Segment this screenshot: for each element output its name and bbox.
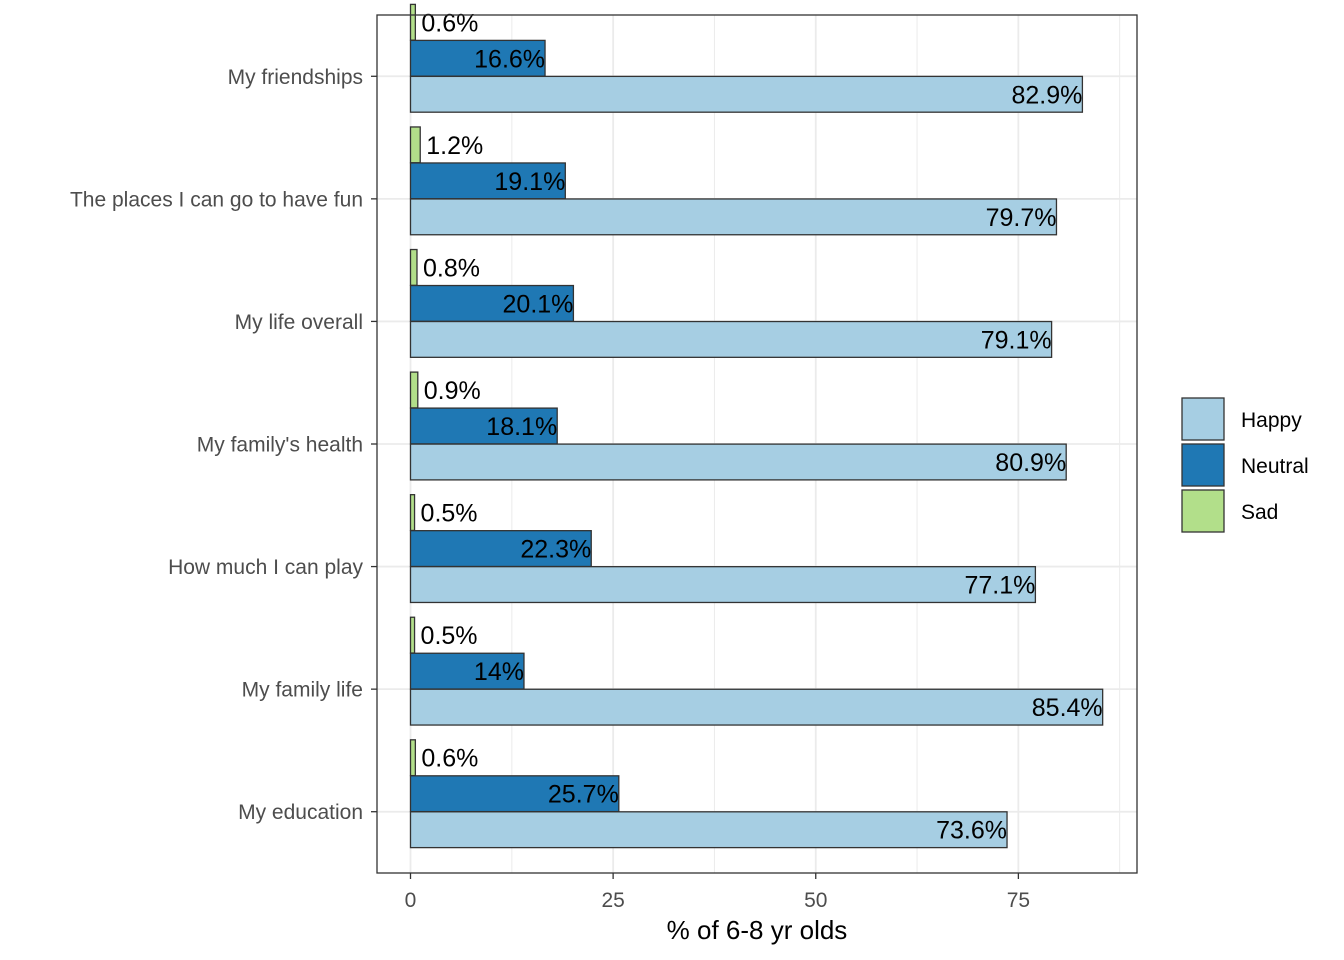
bar-sad [409, 616, 416, 654]
bar-neutral [409, 652, 525, 690]
bar-sad [409, 126, 421, 164]
data-labels: 0.6% 1.2% 0.8% 0.9% 0.5% 0.5% 0.6% 16.6% 19.1% 20… [421, 9, 1103, 844]
bar-happy [409, 443, 1067, 481]
legend-label-neutral: Neutral [1241, 455, 1309, 478]
bar-sad [409, 494, 416, 532]
bar-neutral [409, 39, 546, 77]
data-label-happy: 73.6% [936, 817, 1007, 845]
data-label-happy: 77.1% [965, 572, 1036, 600]
bar-sad [409, 371, 419, 409]
y-tick-label: The places I can go to have fun [70, 188, 363, 211]
y-tick-label: My friendships [228, 66, 363, 89]
x-axis: 0 25 50 75 [405, 873, 1030, 912]
bars [409, 3, 1104, 849]
data-label-sad: 1.2% [426, 132, 483, 160]
x-tick-label: 75 [1007, 889, 1030, 912]
y-tick-label: My life overall [235, 311, 363, 334]
data-label-neutral: 20.1% [503, 290, 574, 318]
x-tick-label: 50 [804, 889, 827, 912]
bar-happy [409, 566, 1037, 604]
x-axis-title: % of 6-8 yr olds [667, 915, 848, 945]
data-label-neutral: 22.3% [520, 536, 591, 564]
data-label-neutral: 18.1% [486, 413, 557, 441]
data-label-happy: 85.4% [1032, 694, 1103, 722]
legend-swatch-sad [1181, 489, 1225, 533]
bar-neutral [409, 162, 566, 200]
data-label-sad: 0.5% [421, 500, 478, 528]
bar-happy [409, 320, 1053, 358]
bar-neutral [409, 407, 558, 445]
y-tick-label: How much I can play [168, 556, 363, 579]
legend-swatch-happy [1181, 397, 1225, 441]
bar-sad [409, 3, 417, 41]
data-label-sad: 0.5% [421, 622, 478, 650]
data-label-happy: 79.1% [981, 326, 1052, 354]
data-label-happy: 79.7% [986, 204, 1057, 232]
data-label-neutral: 25.7% [548, 781, 619, 809]
data-label-happy: 80.9% [995, 449, 1066, 477]
bar-sad [409, 739, 417, 777]
legend-swatch-neutral [1181, 443, 1225, 487]
legend-label-happy: Happy [1241, 409, 1302, 432]
data-label-sad: 0.6% [421, 745, 478, 773]
y-tick-label: My family's health [197, 434, 363, 457]
bar-happy [409, 688, 1104, 726]
y-tick-label: My education [238, 801, 363, 824]
bar-happy [409, 198, 1058, 236]
x-tick-label: 0 [405, 889, 417, 912]
legend: Happy Neutral Sad [1181, 397, 1309, 533]
data-label-neutral: 19.1% [494, 168, 565, 196]
bar-happy [409, 811, 1008, 849]
bar-sad [409, 248, 418, 286]
data-label-sad: 0.6% [421, 9, 478, 37]
bar-neutral [409, 775, 620, 813]
data-label-happy: 82.9% [1012, 81, 1083, 109]
data-label-neutral: 16.6% [474, 45, 545, 73]
data-label-sad: 0.9% [424, 377, 481, 405]
x-tick-label: 25 [601, 889, 624, 912]
legend-label-sad: Sad [1241, 501, 1278, 524]
data-label-neutral: 14% [474, 658, 524, 686]
data-label-sad: 0.8% [423, 254, 480, 282]
y-tick-label: My family life [242, 679, 363, 702]
y-axis: My friendships The places I can go to hav… [70, 66, 377, 824]
bar-happy [409, 75, 1084, 113]
bar-neutral [409, 284, 575, 322]
bar-neutral [409, 530, 592, 568]
